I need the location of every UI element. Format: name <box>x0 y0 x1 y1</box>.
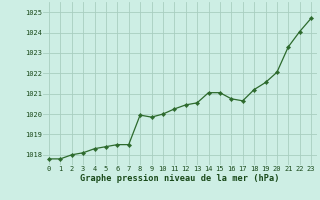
X-axis label: Graphe pression niveau de la mer (hPa): Graphe pression niveau de la mer (hPa) <box>80 174 280 183</box>
